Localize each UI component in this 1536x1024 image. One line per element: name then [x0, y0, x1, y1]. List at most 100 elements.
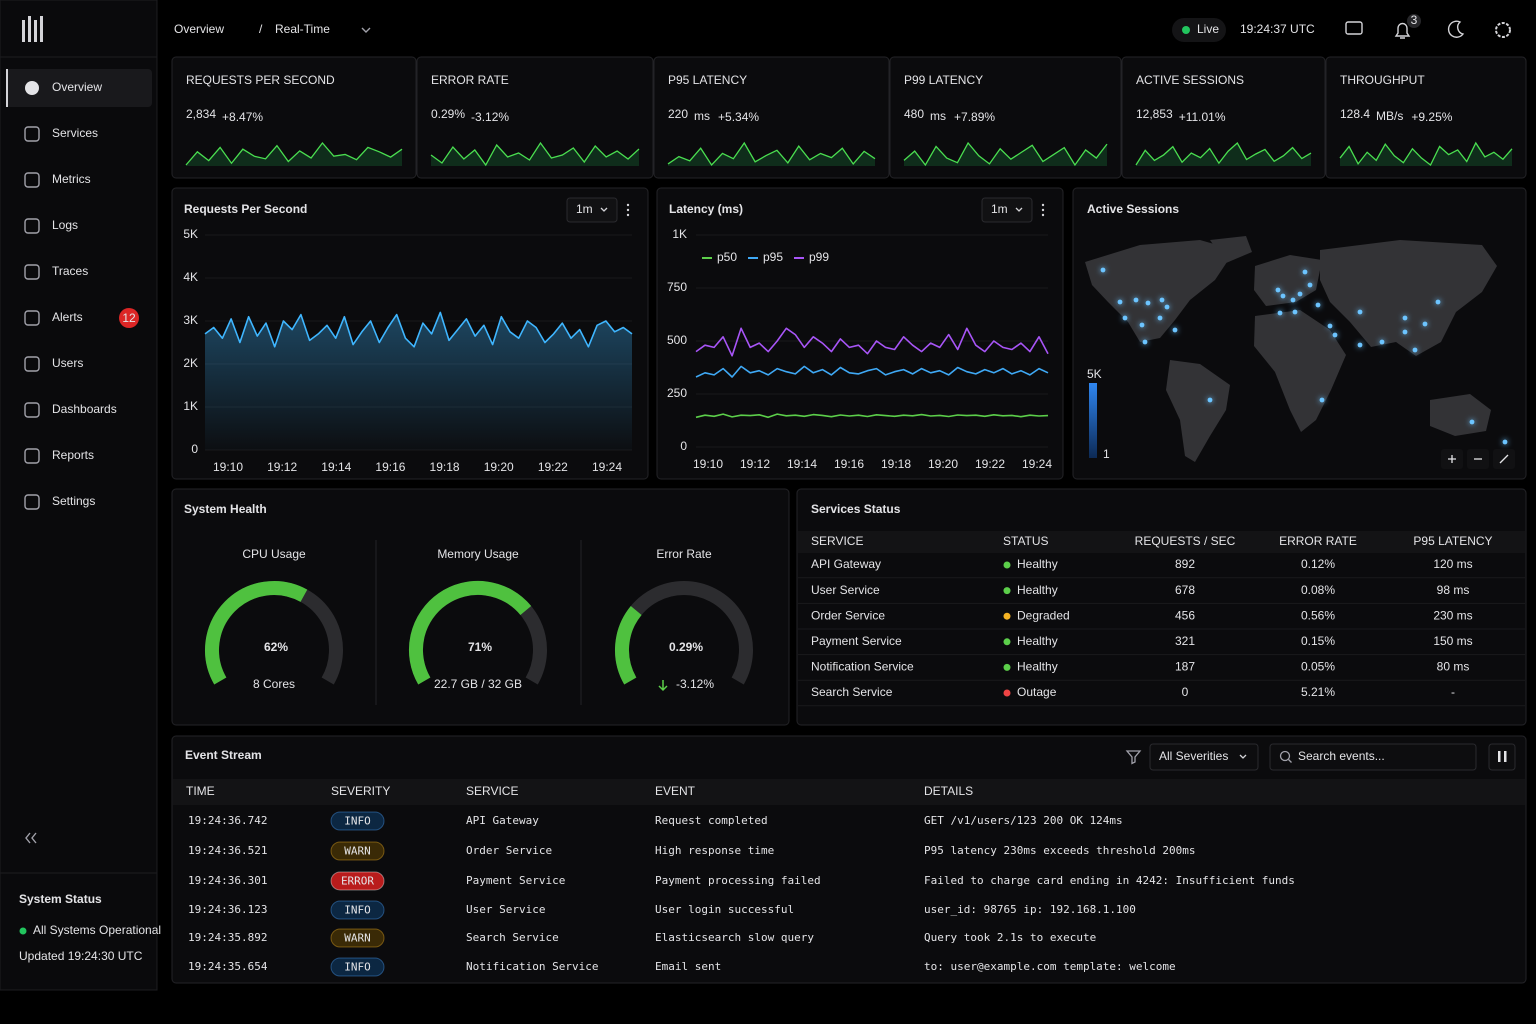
cell: Payment processing failed: [655, 874, 821, 887]
nav-icon: [24, 356, 40, 372]
cell: to: user@example.com template: welcome: [924, 960, 1176, 973]
cell: User Service: [466, 903, 545, 916]
page-title: Overview: [174, 22, 224, 36]
session-dot: [1277, 310, 1283, 316]
live-label: Live: [1197, 22, 1219, 36]
nav-item[interactable]: Users: [24, 356, 83, 372]
area: [205, 312, 632, 450]
cell: Email sent: [655, 960, 721, 973]
cell: 187: [1175, 660, 1195, 674]
settings-icon[interactable]: [1495, 22, 1511, 38]
session-dot: [1275, 287, 1281, 293]
view-chevron[interactable]: [361, 27, 371, 33]
cell: 0.05%: [1301, 660, 1335, 674]
cell: 19:24:36.521: [188, 844, 267, 857]
chart-title: Requests Per Second: [184, 202, 307, 216]
menu-dot[interactable]: [626, 203, 630, 207]
map-legend-min: 1: [1103, 447, 1110, 461]
column-header: SERVICE: [811, 534, 863, 548]
chart-panel: [656, 187, 1064, 480]
severity-label: WARN: [344, 932, 371, 945]
kpi-label: REQUESTS PER SECOND: [186, 73, 335, 87]
menu-dot[interactable]: [1041, 213, 1045, 217]
nav-item[interactable]: Settings: [24, 494, 95, 510]
sparkline: [903, 141, 1108, 167]
bell-icon[interactable]: [1394, 22, 1411, 39]
view-name: Real-Time: [275, 22, 330, 36]
y-tick-label: 250: [667, 386, 687, 400]
y-tick-label: 2K: [183, 356, 198, 370]
session-dot: [1307, 282, 1313, 288]
nav-icon: [24, 264, 40, 280]
cell: 230 ms: [1433, 608, 1472, 622]
nav-item[interactable]: Traces: [24, 264, 88, 280]
cell: 19:24:35.892: [188, 931, 267, 944]
monitor-icon[interactable]: [1345, 21, 1363, 35]
menu-dot[interactable]: [626, 213, 630, 217]
kpi-change: +7.89%: [954, 110, 995, 124]
column-header: DETAILS: [924, 784, 973, 798]
filter-icon[interactable]: [1125, 750, 1142, 765]
kpi-card: [1325, 56, 1527, 179]
menu-dot[interactable]: [1041, 203, 1045, 207]
pause-button[interactable]: [1488, 743, 1516, 771]
nav-item[interactable]: Overview: [6, 69, 152, 107]
nav-item[interactable]: Reports: [24, 448, 94, 464]
collapse-icon[interactable]: [25, 832, 37, 844]
kpi-change: -3.12%: [471, 110, 509, 124]
kpi-unit: ms: [694, 109, 710, 123]
interval-select[interactable]: [981, 197, 1033, 223]
legend-label: p50: [717, 250, 737, 264]
kpi-value: 2,834: [186, 107, 216, 121]
menu-dot[interactable]: [1041, 208, 1045, 212]
nav-item[interactable]: Metrics: [24, 172, 91, 188]
cell: Elasticsearch slow query: [655, 931, 814, 944]
y-tick-label: 3K: [183, 313, 198, 327]
table-header-bg: [173, 779, 1525, 805]
x-tick-label: 19:10: [693, 457, 723, 471]
nav-item[interactable]: Dashboards: [24, 402, 117, 418]
cell: 0.56%: [1301, 608, 1335, 622]
gauge-detail: 8 Cores: [253, 677, 295, 691]
continent: [1210, 236, 1252, 263]
x-tick-label: 19:22: [538, 460, 568, 474]
interval-label: 1m: [991, 202, 1008, 216]
services-panel: [796, 488, 1527, 726]
search-icon-handle: [1288, 759, 1292, 763]
cell: Notification Service: [811, 660, 914, 674]
nav-item[interactable]: Services: [24, 126, 98, 142]
clock: 19:24:37 UTC: [1240, 22, 1315, 36]
search-input[interactable]: [1269, 743, 1477, 771]
nav-label: Traces: [52, 264, 88, 278]
nav-label: Dashboards: [52, 402, 117, 416]
kpi-unit: ms: [930, 109, 946, 123]
chart-title: Latency (ms): [669, 202, 743, 216]
logo-bar: [34, 20, 37, 42]
continent: [1085, 240, 1235, 342]
interval-select[interactable]: [566, 197, 618, 223]
session-dot: [1357, 309, 1363, 315]
status-dot: [1003, 587, 1011, 595]
cell: Healthy: [1017, 660, 1058, 674]
nav-icon: [24, 172, 40, 188]
x-tick-label: 19:24: [1022, 457, 1052, 471]
cell: 456: [1175, 608, 1195, 622]
nav-active-bar: [6, 69, 8, 107]
map-title: Active Sessions: [1087, 202, 1179, 216]
notification-count: 3: [1411, 13, 1418, 27]
cell: Query took 2.1s to execute: [924, 931, 1096, 944]
cell: 0.08%: [1301, 583, 1335, 597]
menu-dot[interactable]: [626, 208, 630, 212]
sparkline: [667, 141, 876, 167]
session-dot: [1469, 419, 1475, 425]
x-tick-label: 19:20: [928, 457, 958, 471]
severity-select[interactable]: [1149, 743, 1259, 771]
nav-item[interactable]: Logs: [24, 218, 78, 234]
x-tick-label: 19:16: [375, 460, 405, 474]
theme-icon[interactable]: [1447, 20, 1465, 38]
nav-item[interactable]: Alerts: [24, 310, 83, 326]
cell: 0: [1182, 685, 1189, 699]
session-dot: [1159, 297, 1165, 303]
kpi-label: P95 LATENCY: [668, 73, 747, 87]
cell: 5.21%: [1301, 685, 1335, 699]
